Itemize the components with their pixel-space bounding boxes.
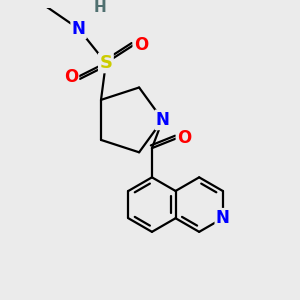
Text: N: N (156, 111, 170, 129)
Text: O: O (177, 129, 191, 147)
Text: N: N (72, 20, 86, 38)
Text: O: O (134, 36, 148, 54)
Text: O: O (64, 68, 78, 85)
Text: N: N (216, 209, 230, 227)
Text: H: H (94, 0, 106, 15)
Text: S: S (99, 54, 112, 72)
